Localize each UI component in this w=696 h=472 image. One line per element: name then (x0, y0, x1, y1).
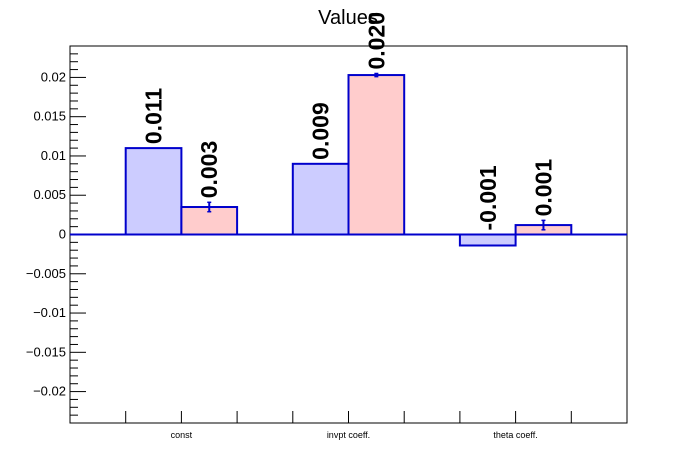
x-tick-label: theta coeff. (493, 430, 537, 440)
y-tick-label: 0 (59, 227, 66, 242)
x-tick-label: const (171, 430, 193, 440)
data-label: 0.020 (363, 12, 389, 70)
y-tick-marks (70, 45, 86, 424)
x-tick-marks (125, 411, 572, 423)
bar (124, 147, 183, 236)
chart-title: Values (318, 7, 378, 29)
x-tick-label: invpt coeff. (327, 430, 370, 440)
data-label: -0.001 (475, 165, 501, 230)
y-tick-label: 0.01 (41, 148, 66, 163)
data-label: 0.011 (141, 88, 167, 144)
y-tick-label: −0.015 (26, 344, 66, 359)
y-tick-label: −0.02 (33, 384, 66, 399)
y-tick-label: −0.005 (26, 266, 66, 281)
bar (347, 74, 406, 236)
bar (291, 162, 350, 236)
data-labels: 0.011 0.003 0.009 0.020 -0.001 0.001 (141, 12, 557, 231)
y-tick-label: 0.005 (33, 187, 66, 202)
bar (458, 233, 517, 247)
y-tick-label: −0.01 (33, 305, 66, 320)
x-tick-labels: const invpt coeff. theta coeff. (171, 430, 538, 440)
data-label: 0.001 (530, 159, 556, 217)
y-tick-label: 0.02 (41, 69, 66, 84)
y-tick-label: 0.015 (33, 109, 66, 124)
data-label: 0.009 (308, 102, 334, 160)
data-label: 0.003 (196, 141, 222, 199)
y-tick-labels: −0.02 −0.015 −0.01 −0.005 0 0.005 0.01 0.015 0.0… (26, 69, 66, 398)
